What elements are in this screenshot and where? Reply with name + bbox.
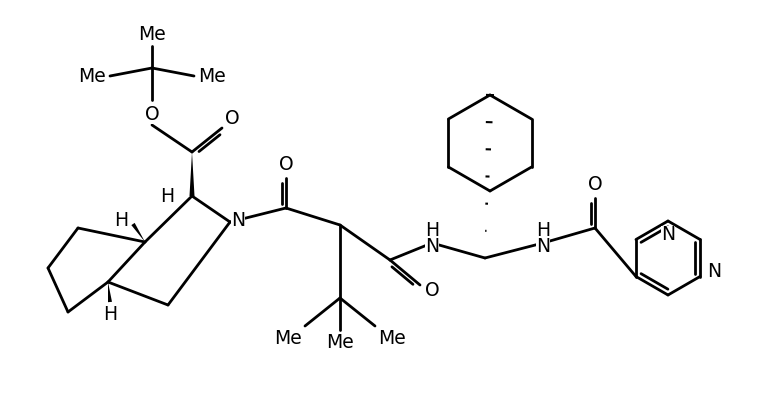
Text: O: O — [279, 155, 293, 174]
Polygon shape — [189, 152, 195, 196]
Text: H: H — [536, 222, 550, 240]
Text: O: O — [145, 104, 159, 123]
Polygon shape — [108, 282, 112, 302]
Text: N: N — [536, 237, 550, 257]
Text: O: O — [587, 176, 602, 194]
Text: Me: Me — [326, 332, 354, 352]
Text: N: N — [231, 211, 245, 229]
Text: H: H — [103, 304, 117, 324]
Text: O: O — [425, 280, 439, 300]
Text: N: N — [707, 262, 721, 281]
Text: O: O — [224, 109, 239, 127]
Text: Me: Me — [78, 66, 106, 86]
Text: N: N — [425, 237, 439, 257]
Text: N: N — [661, 225, 675, 245]
Polygon shape — [132, 223, 145, 242]
Text: H: H — [160, 186, 174, 206]
Text: Me: Me — [274, 329, 302, 347]
Text: H: H — [114, 211, 128, 229]
Text: Me: Me — [198, 66, 226, 86]
Text: Me: Me — [139, 25, 166, 44]
Text: H: H — [425, 222, 439, 240]
Text: Me: Me — [378, 329, 406, 347]
